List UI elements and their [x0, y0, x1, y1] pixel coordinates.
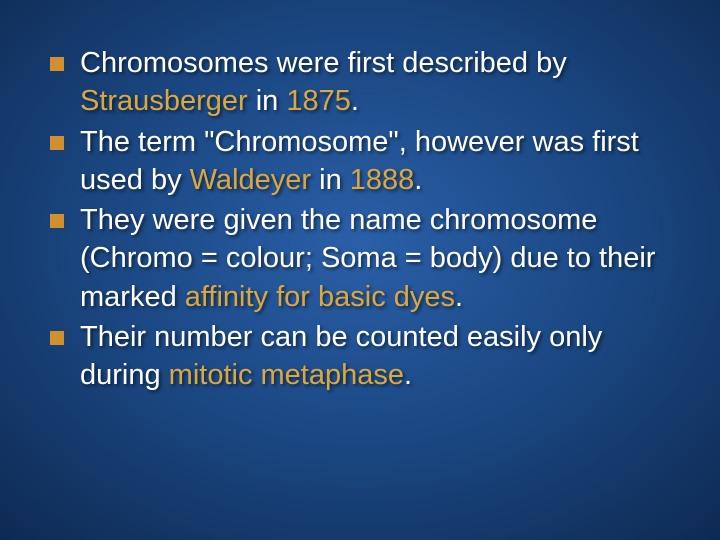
text-run: .	[351, 85, 359, 117]
list-item-text: The term "Chromosome", however was first…	[80, 123, 674, 200]
text-run: in	[248, 85, 287, 117]
highlight-run: 1875	[286, 85, 351, 117]
list-item-text: Chromosomes were first described by Stra…	[80, 44, 674, 121]
text-run: .	[404, 359, 412, 391]
square-bullet-icon	[50, 214, 64, 228]
list-item-text: They were given the name chromosome (Chr…	[80, 201, 674, 316]
text-run: Chromosomes were first described by	[80, 47, 567, 79]
list-item: They were given the name chromosome (Chr…	[46, 201, 674, 316]
highlight-run: Waldeyer	[190, 164, 311, 196]
text-run: in	[311, 164, 350, 196]
highlight-run: affinity for basic dyes	[185, 281, 455, 313]
list-item-text: Their number can be counted easily only …	[80, 318, 674, 395]
slide: Chromosomes were first described by Stra…	[0, 0, 720, 540]
text-run: .	[455, 281, 463, 313]
highlight-run: mitotic metaphase	[169, 359, 404, 391]
list-item: Chromosomes were first described by Stra…	[46, 44, 674, 121]
highlight-run: Strausberger	[80, 85, 248, 117]
square-bullet-icon	[50, 136, 64, 150]
list-item: The term "Chromosome", however was first…	[46, 123, 674, 200]
text-run: .	[414, 164, 422, 196]
bullet-list: Chromosomes were first described by Stra…	[46, 44, 674, 394]
square-bullet-icon	[50, 57, 64, 71]
list-item: Their number can be counted easily only …	[46, 318, 674, 395]
highlight-run: 1888	[350, 164, 415, 196]
square-bullet-icon	[50, 331, 64, 345]
